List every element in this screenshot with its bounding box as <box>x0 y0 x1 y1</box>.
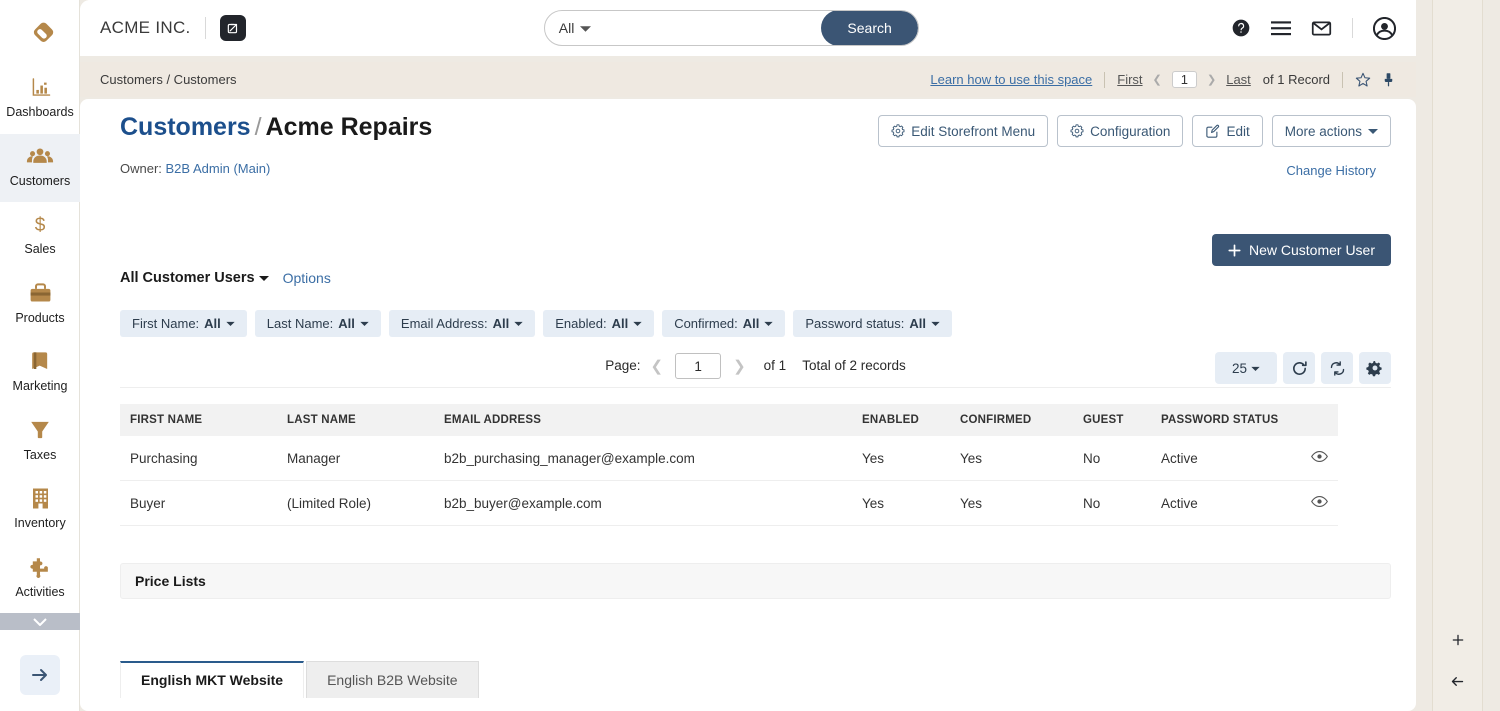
svg-text:$: $ <box>35 215 46 236</box>
